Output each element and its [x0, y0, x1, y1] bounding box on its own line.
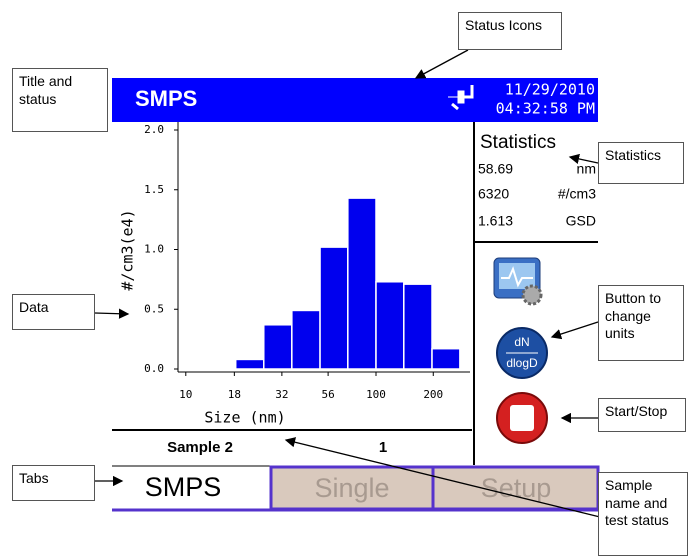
- tab-label[interactable]: Single: [314, 473, 389, 503]
- y-axis-label: #/cm3(e4): [119, 209, 137, 290]
- stat-value: 1.613: [478, 213, 513, 229]
- x-tick-label: 200: [423, 388, 443, 401]
- y-tick-label: 1.5: [144, 183, 164, 196]
- stat-unit: nm: [577, 161, 596, 177]
- y-tick-label: 0.0: [144, 362, 164, 375]
- screen-title: SMPS: [135, 86, 197, 111]
- units-button[interactable]: dN dlogD: [496, 327, 548, 379]
- tab-label[interactable]: SMPS: [145, 472, 222, 502]
- arrows: [94, 49, 601, 518]
- annotation: Tabs: [12, 465, 95, 501]
- stats-heading: Statistics: [480, 132, 556, 153]
- bar: [234, 358, 265, 370]
- date: 11/29/2010: [505, 81, 595, 99]
- bar: [179, 367, 237, 370]
- sample-status: 1: [379, 439, 387, 456]
- settings-button[interactable]: [493, 257, 543, 306]
- bar: [319, 246, 349, 370]
- stat-unit: #/cm3: [558, 186, 596, 202]
- x-axis-label: Size (nm): [204, 409, 285, 427]
- stat-value: 58.69: [478, 161, 513, 177]
- x-tick-label: 56: [321, 388, 334, 401]
- x-tick-label: 18: [228, 388, 241, 401]
- annotation: Title and status: [12, 68, 108, 132]
- stat-unit: GSD: [566, 213, 596, 229]
- bar: [291, 309, 321, 370]
- bar: [375, 281, 405, 370]
- bar: [403, 283, 433, 370]
- tab-label[interactable]: Setup: [481, 473, 552, 503]
- y-tick-label: 2.0: [144, 123, 164, 136]
- units-bottom: dlogD: [506, 356, 538, 370]
- sample-name: Sample 2: [167, 439, 233, 456]
- x-tick-label: 10: [179, 388, 192, 401]
- units-top: dN: [514, 335, 529, 349]
- x-tick-label: 100: [366, 388, 386, 401]
- y-tick-label: 0.5: [144, 302, 164, 315]
- annotation: Sample name and test status: [598, 472, 688, 556]
- plug-icon: [448, 85, 474, 111]
- annotation: Data: [12, 294, 95, 330]
- start-stop-button[interactable]: [496, 392, 548, 444]
- stat-value: 6320: [478, 186, 509, 202]
- annotation: Status Icons: [458, 12, 562, 50]
- tab[interactable]: [431, 465, 600, 511]
- bar: [347, 197, 377, 370]
- annotation: Start/Stop: [598, 398, 686, 432]
- annotation: Button to change units: [598, 285, 684, 361]
- time: 04:32:58 PM: [496, 100, 595, 118]
- y-tick-label: 1.0: [144, 243, 164, 256]
- bar: [263, 324, 293, 370]
- title-bar: [112, 78, 598, 122]
- annotation: Statistics: [598, 142, 684, 184]
- x-tick-label: 32: [275, 388, 288, 401]
- bar: [431, 347, 461, 370]
